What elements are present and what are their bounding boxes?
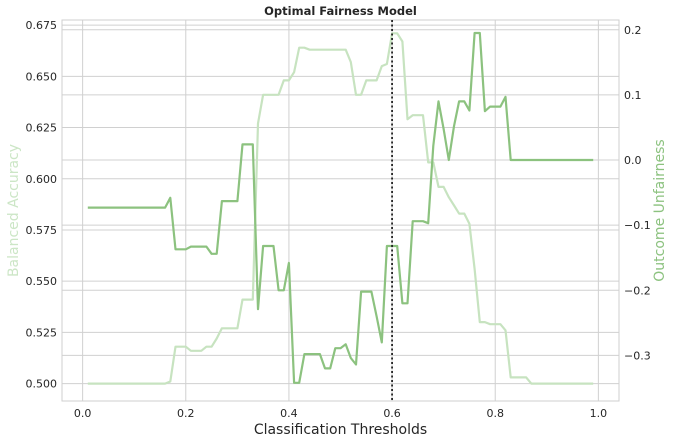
y-left-tick-label: 0.575 [26,224,58,237]
x-tick-label: 1.0 [590,407,608,420]
y-left-tick-label: 0.500 [26,378,58,391]
series-layer [87,31,594,385]
grid-lines [62,20,619,401]
chart-title: Optimal Fairness Model [264,4,417,18]
x-tick-label: 0.2 [177,407,195,420]
y-left-tick-label: 0.675 [26,19,58,32]
x-tick-label: 0.6 [383,407,401,420]
y-right-tick-label: −0.3 [624,349,651,362]
y-right-tick-label: −0.1 [624,219,651,232]
y-right-tick-label: −0.2 [624,284,651,297]
x-tick-label: 0.8 [486,407,504,420]
y-left-tick-label: 0.525 [26,326,58,339]
x-axis-label: Classification Thresholds [254,422,427,438]
x-tick-label: 0.4 [280,407,298,420]
tick-labels: 0.0 0.2 0.4 0.6 0.8 1.0 0.500 0.525 0.550 0.575 0.… [26,19,651,420]
y-left-tick-label: 0.650 [26,70,58,83]
y-axis-right-label: Outcome Unfairness [652,139,668,281]
plot-area [61,19,620,402]
y-right-tick-label: 0.1 [624,89,642,102]
y-left-tick-label: 0.600 [26,173,58,186]
y-axis-left-label: Balanced Accuracy [6,144,22,277]
y-right-tick-label: 0.0 [624,154,642,167]
y-left-tick-label: 0.550 [26,275,58,288]
x-tick-label: 0.0 [74,407,92,420]
y-left-tick-label: 0.625 [26,122,58,135]
outcome-unfairness-line [87,31,594,384]
balanced-accuracy-line [87,32,594,385]
y-right-tick-label: 0.2 [624,24,642,37]
